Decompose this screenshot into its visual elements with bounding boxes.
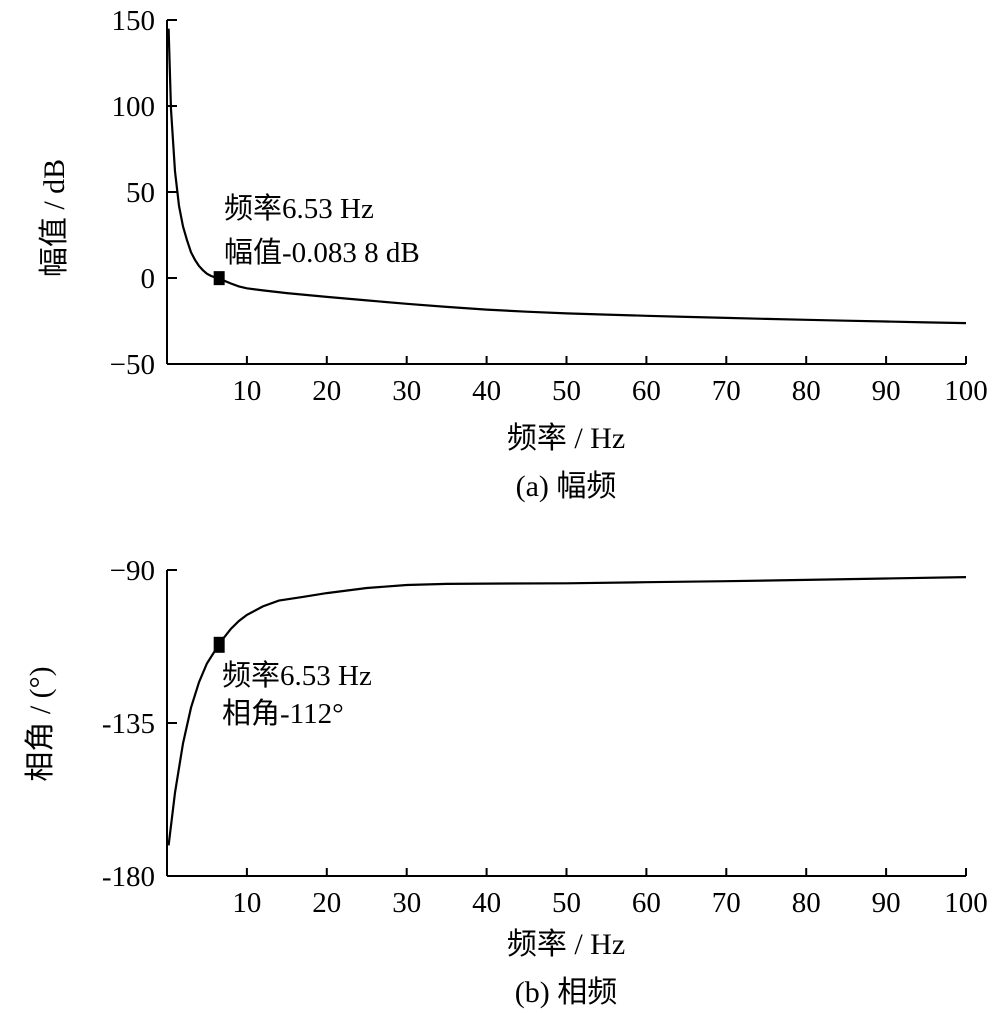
magnitude-annotation-value: 幅值-0.083 8 dB [224,236,420,269]
phase-x-tick-label: 50 [552,887,581,919]
phase-series-line [167,576,967,846]
phase-annotation-frequency: 频率6.53 Hz [222,659,372,692]
magnitude-x-tick-label: 70 [712,375,741,407]
phase-x-tick-label: 100 [944,887,988,919]
magnitude-x-tick-label: 80 [792,375,821,407]
phase-x-ticks: 10 20 30 40 50 60 70 80 90 100 [232,868,988,919]
magnitude-y-axis-label: 幅值 / dB [38,159,71,277]
phase-y-ticks: −90 -135 -180 [102,555,177,893]
phase-y-tick-label: -180 [102,861,155,893]
magnitude-y-tick-label: 100 [112,91,156,123]
magnitude-x-tick-label: 50 [552,375,581,407]
magnitude-annotation-frequency: 频率6.53 Hz [224,192,374,225]
magnitude-x-tick-label: 90 [872,375,901,407]
magnitude-x-tick-label: 20 [312,375,341,407]
magnitude-y-ticks: 150 100 50 0 −50 [110,5,177,381]
magnitude-x-axis-label: 频率 / Hz [507,422,625,455]
phase-marker [213,636,225,653]
magnitude-x-tick-label: 40 [472,375,501,407]
phase-x-tick-label: 90 [872,887,901,919]
phase-x-tick-label: 80 [792,887,821,919]
magnitude-y-tick-label: −50 [110,349,155,381]
magnitude-x-tick-label: 30 [392,375,421,407]
magnitude-caption: (a) 幅频 [516,470,617,503]
phase-y-axis-label: 相角 / (°) [24,666,57,781]
magnitude-marker [213,271,225,286]
magnitude-series-line [167,28,967,325]
magnitude-x-ticks: 10 20 30 40 50 60 70 80 90 100 [232,356,988,407]
phase-x-tick-label: 10 [232,887,261,919]
magnitude-y-tick-label: 0 [141,263,156,295]
phase-x-tick-label: 40 [472,887,501,919]
phase-x-axis-label: 频率 / Hz [507,928,625,961]
phase-annotation-value: 相角-112° [222,697,344,730]
phase-x-tick-label: 20 [312,887,341,919]
phase-x-tick-label: 60 [632,887,661,919]
magnitude-y-tick-label: 50 [126,177,155,209]
magnitude-x-tick-label: 60 [632,375,661,407]
magnitude-panel: 10 20 30 40 50 60 70 80 90 100 150 100 50 0 −50 频率6.5… [38,5,988,503]
phase-y-tick-label: −90 [110,555,155,587]
phase-caption: (b) 相频 [515,976,617,1009]
magnitude-y-tick-label: 150 [112,5,156,37]
magnitude-x-tick-label: 10 [232,375,261,407]
phase-x-tick-label: 30 [392,887,421,919]
phase-panel: 10 20 30 40 50 60 70 80 90 100 −90 -135 -180 频率6.53… [24,555,988,1009]
magnitude-x-tick-label: 100 [944,375,988,407]
phase-y-tick-label: -135 [102,708,155,740]
phase-x-tick-label: 70 [712,887,741,919]
